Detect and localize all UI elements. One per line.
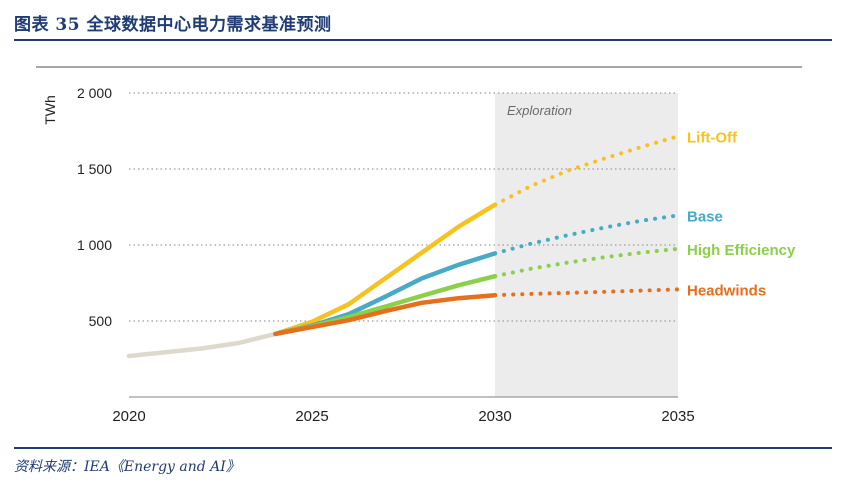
series-label-headwinds: Headwinds [687, 282, 766, 299]
x-tick-label: 2020 [112, 408, 145, 425]
x-tick-label: 2025 [295, 408, 328, 425]
y-tick-label: 1 000 [77, 237, 112, 253]
source-note: 资料来源：IEA《Energy and AI》 [14, 459, 240, 475]
series-line-headwinds [273, 292, 498, 337]
series-label-base: Base [687, 208, 723, 225]
y-tick-label: 500 [89, 313, 113, 329]
series-line-high-efficiency [273, 273, 498, 337]
series-projection-base [493, 213, 680, 256]
y-tick-label: 1 500 [77, 161, 112, 177]
title-rule [14, 39, 832, 41]
series-line-lift-off [273, 202, 498, 337]
series-line-historical [126, 331, 278, 359]
series-projection-high-efficiency [493, 246, 680, 279]
x-tick-label: 2035 [661, 408, 694, 425]
x-tick-label: 2030 [478, 408, 511, 425]
series-projection-headwinds [493, 287, 680, 298]
y-tick-label: 2 000 [77, 85, 112, 101]
figure-title: 图表 35 全球数据中心电力需求基准预测 [14, 15, 332, 35]
series-label-high-efficiency: High Efficiency [687, 242, 796, 259]
series-label-lift-off: Lift-Off [687, 129, 738, 146]
series-projection-lift-off [493, 134, 680, 207]
footer-rule [14, 447, 832, 449]
y-axis-label: TWh [42, 95, 58, 125]
exploration-label: Exploration [507, 103, 572, 118]
